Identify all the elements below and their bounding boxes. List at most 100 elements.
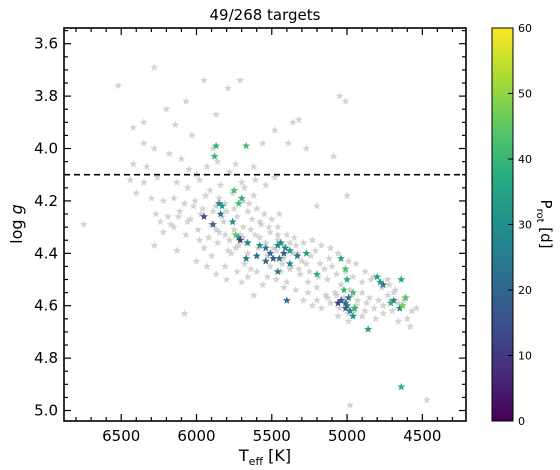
background-star xyxy=(255,233,264,241)
background-star xyxy=(305,267,314,276)
rotation-star xyxy=(343,275,352,283)
background-star xyxy=(312,201,321,210)
background-star xyxy=(317,304,326,312)
rotation-star xyxy=(302,249,311,257)
background-star xyxy=(370,304,379,312)
background-star xyxy=(225,236,234,244)
rotation-star xyxy=(273,241,282,249)
background-star xyxy=(159,228,168,236)
background-star xyxy=(303,277,312,286)
background-star xyxy=(175,207,184,215)
background-star xyxy=(195,175,204,184)
background-star xyxy=(203,262,212,270)
rotation-star xyxy=(285,246,294,255)
background-star xyxy=(225,167,234,176)
background-star xyxy=(249,191,258,200)
background-star xyxy=(203,162,212,171)
background-star xyxy=(114,81,123,90)
rotation-star xyxy=(341,304,350,312)
background-star xyxy=(358,312,367,320)
background-star xyxy=(215,194,224,202)
background-star xyxy=(243,249,252,257)
background-star xyxy=(221,199,230,207)
background-star xyxy=(362,298,371,307)
background-star xyxy=(206,186,215,194)
rotation-star xyxy=(252,251,261,260)
background-star xyxy=(209,207,218,215)
rotation-star xyxy=(209,220,218,228)
background-star xyxy=(326,243,335,252)
background-star xyxy=(279,283,288,291)
background-star xyxy=(412,304,421,312)
background-star xyxy=(187,131,196,139)
background-star xyxy=(346,285,355,294)
background-star xyxy=(156,217,165,226)
colorbar-tick-label: 30 xyxy=(518,219,532,232)
background-star xyxy=(284,139,293,147)
background-star xyxy=(272,275,281,283)
rotation-star xyxy=(210,152,219,160)
rotation-star xyxy=(293,251,302,260)
background-star xyxy=(200,243,209,252)
background-star xyxy=(343,191,352,200)
background-star xyxy=(126,175,135,184)
background-star xyxy=(169,194,178,202)
rotation-star xyxy=(228,217,237,226)
y-tick-label: 4.6 xyxy=(34,297,58,315)
background-star xyxy=(288,118,297,126)
background-star xyxy=(233,212,242,221)
background-star xyxy=(183,183,192,192)
rotation-star xyxy=(341,264,350,273)
background-star xyxy=(332,291,341,299)
rotation-star xyxy=(397,275,406,283)
background-star xyxy=(139,118,148,126)
background-star xyxy=(332,270,341,278)
background-star xyxy=(239,222,248,231)
background-star xyxy=(266,228,275,236)
rotation-star xyxy=(344,293,353,302)
background-star xyxy=(147,194,156,202)
rotation-star xyxy=(395,304,404,312)
background-star xyxy=(279,241,288,249)
background-star xyxy=(282,230,291,239)
background-star xyxy=(222,207,231,215)
background-star xyxy=(169,222,178,231)
rotation-star xyxy=(234,233,243,241)
background-star xyxy=(233,267,242,276)
background-star xyxy=(391,285,400,294)
rotation-star xyxy=(231,230,240,239)
rotation-star xyxy=(285,259,294,268)
rotation-star xyxy=(401,293,410,302)
background-star xyxy=(291,285,300,294)
background-star xyxy=(371,314,380,323)
y-tick-label: 4.2 xyxy=(34,192,58,210)
background-star xyxy=(243,207,252,215)
background-star xyxy=(308,301,317,310)
background-star xyxy=(230,204,239,213)
rotation-star xyxy=(273,267,282,276)
background-star xyxy=(294,264,303,273)
x-tick-label: 5000 xyxy=(328,427,366,445)
background-star xyxy=(385,280,394,289)
background-star xyxy=(352,301,361,310)
background-star xyxy=(341,267,350,276)
rotation-star xyxy=(261,256,270,265)
background-star xyxy=(335,91,344,100)
background-star xyxy=(249,162,258,171)
background-star xyxy=(180,199,189,207)
background-star xyxy=(290,233,299,241)
background-star xyxy=(231,243,240,252)
background-star xyxy=(264,222,273,231)
background-star xyxy=(204,233,213,241)
rotation-star xyxy=(350,304,359,312)
colorbar-tick-label: 0 xyxy=(518,415,525,428)
background-star xyxy=(374,296,383,304)
background-star xyxy=(142,162,151,171)
background-star xyxy=(328,262,336,270)
background-star xyxy=(358,277,367,286)
background-star xyxy=(346,401,355,409)
background-star xyxy=(251,175,260,184)
background-star xyxy=(422,395,431,404)
background-star xyxy=(370,272,379,281)
background-star xyxy=(273,236,282,244)
